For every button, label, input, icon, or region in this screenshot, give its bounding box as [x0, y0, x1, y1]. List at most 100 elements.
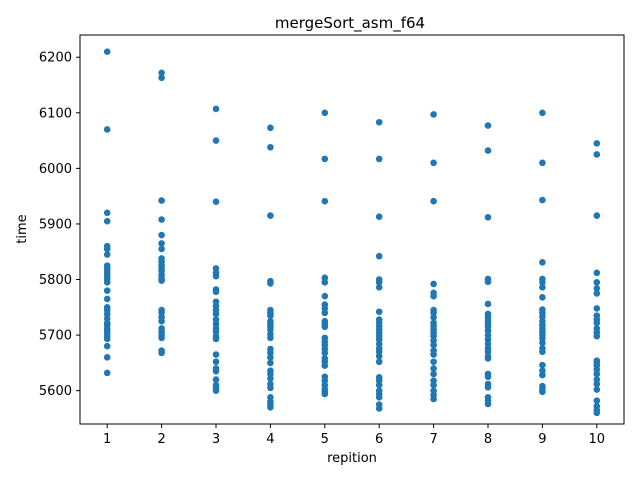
data-point: [158, 216, 165, 223]
data-point: [103, 278, 111, 286]
data-point: [103, 342, 111, 350]
data-point: [103, 295, 111, 303]
data-point: [539, 258, 546, 266]
data-point: [430, 370, 437, 378]
data-point: [212, 198, 220, 206]
data-point: [593, 290, 601, 297]
data-point: [212, 335, 220, 343]
data-point: [267, 384, 274, 392]
y-tick-label: 5600: [39, 384, 72, 399]
data-point: [321, 155, 329, 163]
data-point: [484, 147, 492, 154]
data-point: [103, 251, 111, 258]
data-point: [484, 384, 492, 391]
data-point: [539, 283, 546, 291]
data-point: [593, 151, 601, 158]
data-point: [375, 155, 383, 163]
data-point: [539, 371, 546, 379]
y-tick-label: 6200: [39, 51, 72, 66]
data-point: [158, 245, 165, 253]
data-point: [212, 387, 220, 394]
data-point: [158, 197, 165, 204]
data-point: [212, 288, 220, 296]
data-point: [158, 334, 165, 342]
data-point: [267, 143, 274, 151]
data-point: [103, 209, 111, 217]
data-point: [375, 283, 383, 291]
data-point: [321, 362, 329, 369]
data-point: [267, 375, 274, 382]
data-point: [321, 323, 329, 331]
data-point: [484, 300, 492, 308]
x-tick-label: 10: [589, 432, 606, 447]
data-point: [321, 349, 329, 357]
data-point: [103, 354, 111, 361]
data-point: [321, 309, 329, 317]
data-point: [267, 354, 274, 361]
data-point: [321, 278, 329, 286]
data-point: [593, 285, 601, 292]
data-point: [212, 351, 220, 358]
data-point: [158, 277, 165, 284]
x-tick-label: 2: [157, 432, 165, 447]
data-point: [484, 373, 492, 381]
y-axis-ticks: 5600 5700 5800 5900 6000 6100 6200: [39, 51, 80, 399]
x-tick-label: 5: [321, 432, 329, 447]
data-point: [375, 278, 383, 286]
data-point: [321, 197, 329, 205]
data-point: [212, 310, 220, 318]
data-point: [158, 74, 165, 82]
data-point: [593, 386, 601, 393]
data-points: [103, 48, 601, 417]
data-point: [375, 213, 383, 221]
x-tick-label: 8: [484, 432, 492, 447]
data-point: [103, 217, 111, 225]
data-point: [593, 332, 601, 340]
data-point: [267, 404, 274, 411]
y-tick-label: 5800: [39, 273, 72, 288]
data-point: [158, 231, 165, 239]
data-point: [321, 109, 329, 117]
x-tick-label: 4: [266, 432, 274, 447]
data-point: [430, 314, 437, 321]
data-point: [539, 339, 546, 347]
x-tick-label: 6: [375, 432, 383, 447]
data-point: [375, 381, 383, 389]
data-point: [539, 278, 546, 286]
data-point: [103, 48, 111, 55]
data-point: [484, 355, 492, 362]
data-point: [375, 405, 383, 412]
data-point: [539, 159, 546, 167]
data-point: [158, 240, 165, 247]
data-point: [212, 367, 220, 375]
data-point: [593, 212, 601, 219]
data-point: [539, 348, 546, 356]
data-point: [267, 312, 274, 319]
x-tick-label: 7: [429, 432, 437, 447]
data-point: [484, 213, 492, 221]
data-point: [321, 390, 329, 398]
data-point: [430, 358, 437, 366]
data-point: [267, 212, 274, 219]
data-point: [267, 334, 274, 342]
data-point: [103, 126, 111, 133]
x-axis-ticks: 1 2 3 4 5 6 7 8 9 10: [103, 424, 605, 447]
data-point: [267, 124, 274, 132]
y-axis-label: time: [15, 214, 30, 243]
data-point: [430, 280, 437, 288]
data-point: [103, 369, 111, 377]
data-point: [212, 105, 220, 113]
x-tick-label: 3: [212, 432, 220, 447]
data-point: [267, 359, 274, 367]
data-point: [103, 245, 111, 253]
data-point: [212, 376, 220, 383]
plot-frame: [79, 34, 625, 425]
data-point: [375, 394, 383, 401]
data-point: [430, 365, 437, 372]
data-point: [375, 358, 383, 366]
data-point: [375, 308, 383, 316]
x-tick-label: 1: [103, 432, 111, 447]
x-axis-label: repition: [327, 451, 377, 466]
data-point: [430, 197, 437, 205]
